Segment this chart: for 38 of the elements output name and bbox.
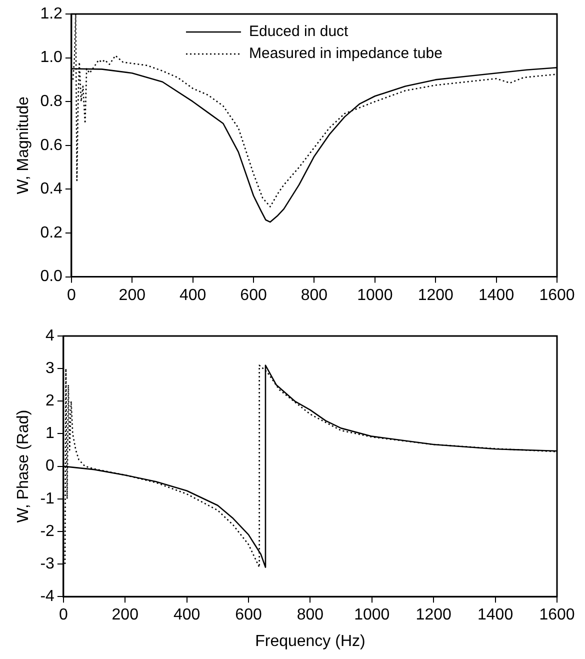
y-tick-label: 4 xyxy=(46,327,55,344)
y-tick-label: 0 xyxy=(46,458,55,475)
y-tick-label: 1.2 xyxy=(40,5,63,22)
y-tick-label: -2 xyxy=(40,522,55,540)
x-tick-label: 200 xyxy=(112,606,139,624)
x-tick-label: 1200 xyxy=(416,606,452,624)
y-tick-label: 1.0 xyxy=(40,49,63,66)
x-tick-label: 1000 xyxy=(354,606,390,624)
x-axis-title: Frequency (Hz) xyxy=(255,632,366,650)
x-tick-label: 1400 xyxy=(478,286,514,304)
y-tick-label: -3 xyxy=(40,555,55,572)
y-tick-label: 2 xyxy=(46,392,55,410)
x-tick-label: 800 xyxy=(296,606,324,624)
y-tick-label: -4 xyxy=(40,588,55,606)
x-tick-label: 1000 xyxy=(357,286,393,304)
y-tick-label: 0.4 xyxy=(40,180,63,198)
y-tick-label: -1 xyxy=(40,490,55,508)
x-tick-label: 0 xyxy=(66,286,76,304)
x-tick-label: 400 xyxy=(173,606,200,624)
y-tick-label: 0.2 xyxy=(40,224,63,242)
x-tick-label: 200 xyxy=(118,286,146,304)
x-tick-label: 1200 xyxy=(418,286,454,304)
x-tick-label: 1400 xyxy=(478,606,514,624)
x-tick-label: 1600 xyxy=(539,286,575,304)
y-tick-label: 0.6 xyxy=(40,136,63,154)
y-tick-label: 3 xyxy=(46,360,55,377)
x-tick-label: 400 xyxy=(179,286,206,304)
x-tick-label: 600 xyxy=(235,606,262,624)
y-tick-label: 1 xyxy=(46,425,55,442)
x-tick-label: 600 xyxy=(240,286,267,304)
y-axis-title: W, Phase (Rad) xyxy=(15,410,32,523)
x-tick-label: 1600 xyxy=(539,606,575,624)
x-tick-label: 800 xyxy=(300,286,328,304)
y-tick-label: 0.8 xyxy=(40,93,63,110)
y-axis-title: W, Magnitude xyxy=(15,96,32,194)
legend-label: Measured in impedance tube xyxy=(248,45,442,62)
legend-label: Educed in duct xyxy=(248,23,350,40)
y-tick-label: 0.0 xyxy=(40,268,63,286)
